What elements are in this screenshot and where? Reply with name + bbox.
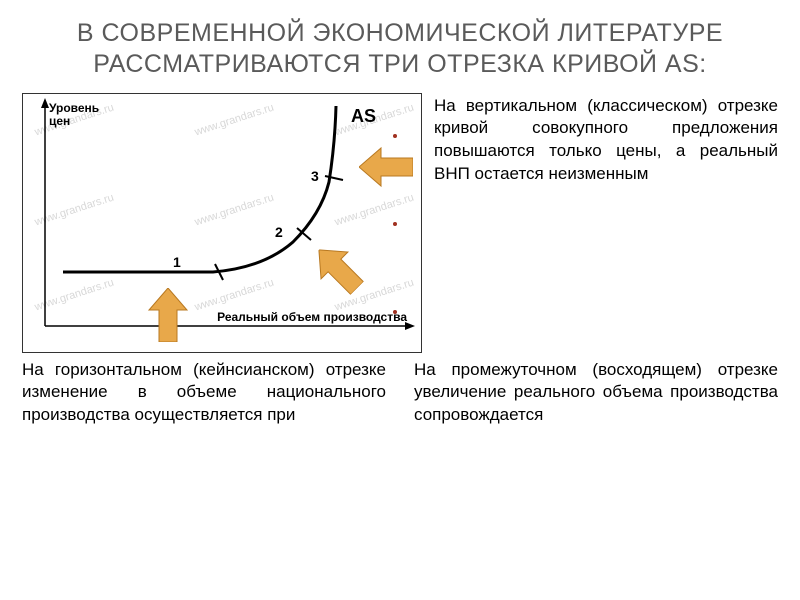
x-axis-label: Реальный объем производства [217,310,407,324]
segment-3-label: 3 [311,168,319,184]
segment-2-label: 2 [275,224,283,240]
marker-dot [393,134,397,138]
arrow-up-icon [145,288,191,342]
slide-title: В СОВРЕМЕННОЙ ЭКОНОМИЧЕСКОЙ ЛИТЕРАТУРЕ Р… [0,0,800,93]
content-row: www.grandars.ru www.grandars.ru www.gran… [0,93,800,353]
arrow-left-icon [359,144,413,190]
curve-label: AS [351,106,376,127]
intermediate-segment-text: На промежуточном (восходящем) отрезке ув… [414,359,778,428]
marker-dot [393,222,397,226]
bottom-text-row: На горизонтальном (кейнсианском) отрезке… [0,353,800,428]
segment-1-label: 1 [173,254,181,270]
marker-dot [393,310,397,314]
as-curve-chart: www.grandars.ru www.grandars.ru www.gran… [22,93,422,353]
y-axis-label: Уровень цен [49,102,99,128]
horizontal-segment-text: На горизонтальном (кейнсианском) отрезке… [22,359,386,428]
vertical-segment-text: На вертикальном (классическом) отрезке к… [434,93,778,353]
